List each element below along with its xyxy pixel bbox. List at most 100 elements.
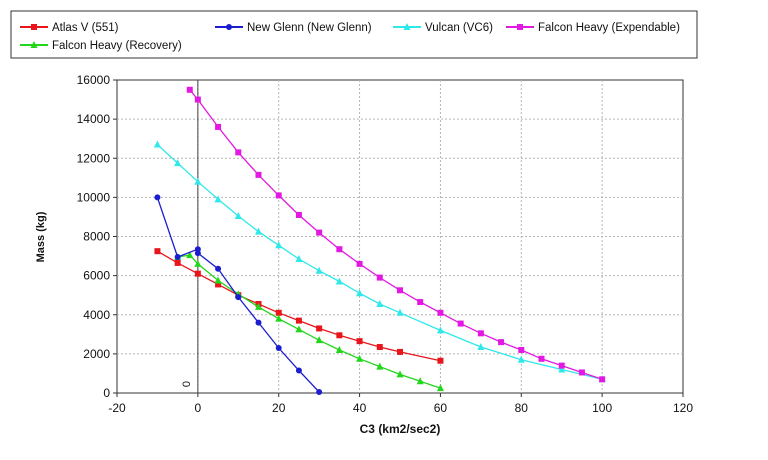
data-point	[316, 229, 323, 236]
data-point	[215, 123, 222, 130]
legend: Atlas V (551) Falcon Heavy (Recovery) New …	[10, 10, 698, 59]
y-tick-label: 6000	[83, 269, 110, 283]
x-tick-label: 80	[515, 401, 529, 415]
data-point	[194, 177, 202, 185]
legend-label: Atlas V (551)	[52, 22, 119, 34]
data-point	[255, 302, 262, 310]
data-point	[538, 355, 545, 362]
series-line	[156, 144, 603, 380]
data-point	[558, 365, 566, 373]
y-tick-label: 10000	[77, 190, 111, 204]
y-tick-label: 8000	[83, 230, 110, 244]
data-point	[214, 195, 222, 203]
x-tick-label: -20	[108, 401, 126, 415]
data-point	[275, 314, 283, 322]
data-point	[154, 194, 161, 201]
legend-frame	[10, 10, 698, 59]
data-point	[396, 370, 404, 378]
x-tick-label: 0	[195, 401, 202, 415]
series-2	[154, 194, 323, 396]
series-line	[156, 197, 320, 393]
data-point	[295, 367, 302, 374]
data-point	[376, 299, 384, 307]
data-point	[215, 265, 222, 272]
x-tick-label: 20	[272, 401, 286, 415]
data-point	[235, 294, 242, 301]
data-point	[255, 227, 262, 235]
legend-entry-1: Falcon Heavy (Recovery)	[20, 40, 182, 52]
data-point	[194, 96, 201, 103]
legend-label: Vulcan (VC6)	[425, 22, 493, 34]
data-point	[436, 384, 444, 392]
data-point	[397, 348, 403, 355]
y-tick-label: 14000	[77, 112, 111, 126]
series-line	[157, 250, 441, 362]
data-point	[477, 343, 485, 351]
data-point	[376, 362, 384, 370]
series-3	[153, 140, 606, 383]
data-point	[335, 345, 343, 353]
x-tick-label: 60	[434, 401, 448, 415]
data-point	[234, 211, 242, 219]
data-point	[397, 287, 403, 294]
data-point	[275, 192, 282, 199]
zero-annotation: 0	[181, 381, 193, 387]
y-tick-label: 12000	[77, 151, 111, 165]
legend-label: Falcon Heavy (Recovery)	[52, 40, 182, 52]
data-point	[518, 346, 525, 353]
data-point	[437, 357, 444, 364]
legend-label: Falcon Heavy (Expendable)	[538, 22, 680, 34]
data-point	[174, 159, 182, 167]
data-point	[599, 376, 606, 383]
y-tick-label: 0	[103, 386, 110, 400]
series-0	[154, 248, 444, 364]
legend-swatch-marker	[30, 41, 38, 48]
data-point	[457, 320, 464, 327]
legend-entry-0: Atlas V (551)	[20, 22, 119, 34]
y-tick-label: 4000	[83, 308, 110, 322]
data-point	[578, 369, 585, 376]
data-point	[336, 246, 343, 253]
data-point	[336, 332, 343, 339]
data-point	[295, 325, 303, 333]
data-point	[396, 308, 404, 316]
data-point	[376, 344, 383, 351]
data-point	[153, 140, 161, 148]
data-point	[436, 326, 444, 334]
data-point	[517, 355, 525, 363]
series-4	[186, 86, 606, 383]
data-point	[376, 274, 383, 281]
legend-swatch-marker	[226, 24, 232, 30]
data-point	[477, 330, 484, 337]
data-point	[316, 389, 323, 396]
data-point	[275, 345, 282, 352]
data-point	[235, 149, 242, 156]
legend-swatch-marker	[31, 24, 37, 30]
data-point	[498, 339, 505, 346]
data-point	[215, 281, 222, 288]
data-point	[315, 336, 323, 344]
x-tick-label: 40	[353, 401, 367, 415]
data-point	[315, 266, 323, 274]
data-point	[275, 309, 282, 316]
data-point	[356, 260, 363, 267]
x-axis-title: C3 (km2/sec2)	[360, 422, 441, 436]
x-tick-label: 120	[673, 401, 693, 415]
y-axis-title: Mass (kg)	[35, 211, 47, 262]
plot-area	[116, 79, 684, 394]
data-point	[174, 254, 181, 261]
data-point	[295, 211, 302, 218]
data-point	[416, 377, 424, 385]
legend-entry-3: Vulcan (VC6)	[393, 22, 493, 34]
data-point	[295, 254, 303, 262]
data-point	[356, 354, 364, 362]
data-point	[295, 317, 302, 324]
data-point	[316, 325, 323, 332]
data-point	[275, 241, 283, 249]
series-line	[189, 89, 603, 380]
data-point	[194, 259, 202, 267]
legend-entry-2: New Glenn (New Glenn)	[215, 22, 372, 34]
data-point	[194, 270, 201, 277]
data-point	[417, 299, 424, 306]
data-point	[437, 309, 444, 316]
